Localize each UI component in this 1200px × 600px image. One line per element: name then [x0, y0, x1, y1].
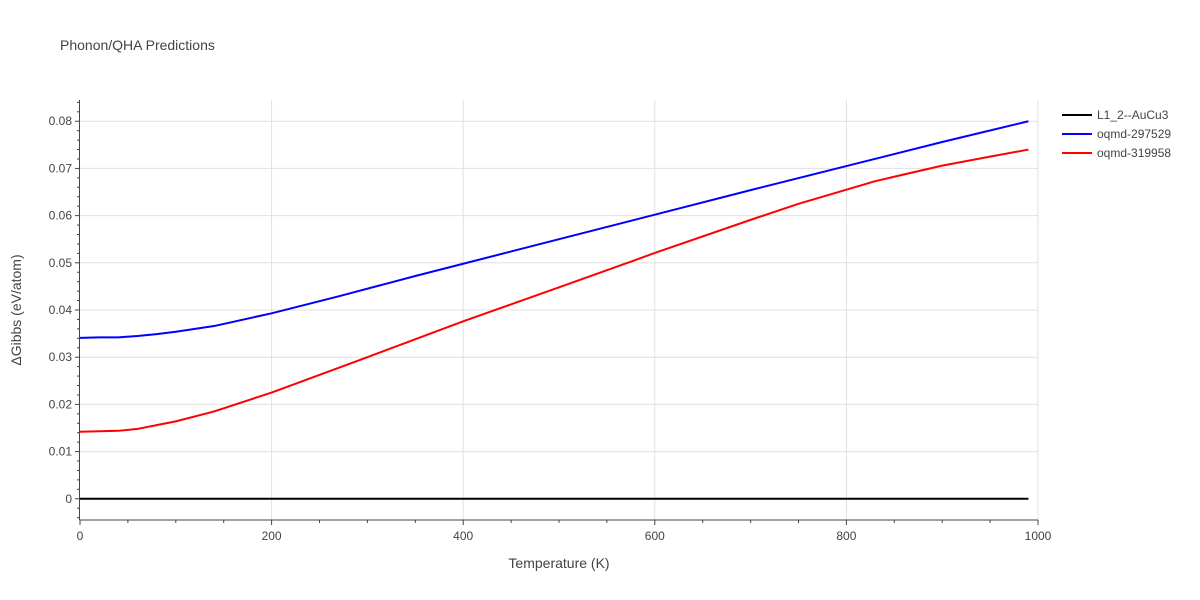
grid — [80, 100, 1039, 520]
legend-item[interactable]: oqmd-319958 — [1062, 146, 1171, 160]
x-tick-label: 200 — [262, 529, 282, 543]
chart-title: Phonon/QHA Predictions — [60, 37, 215, 53]
y-tick-label: 0.05 — [49, 256, 73, 270]
x-tick-label: 600 — [645, 529, 665, 543]
legend-item[interactable]: oqmd-297529 — [1062, 127, 1171, 141]
axes: 0 200 400 600 800 1000 0 0.01 0.02 0.03 0.04 0.05 0.… — [49, 100, 1052, 543]
y-axis-title: ΔGibbs (eV/atom) — [8, 254, 24, 365]
x-axis-title: Temperature (K) — [508, 555, 609, 571]
legend-label: L1_2--AuCu3 — [1097, 108, 1169, 122]
legend-label: oqmd-319958 — [1097, 146, 1171, 160]
x-tick-label: 800 — [836, 529, 856, 543]
y-tick-label: 0.06 — [49, 209, 73, 223]
x-tick-label: 1000 — [1025, 529, 1052, 543]
plot-area[interactable] — [79, 120, 1029, 500]
y-tick-label: 0.02 — [49, 397, 73, 411]
y-tick-label: 0.07 — [49, 161, 73, 175]
series-line-2[interactable] — [79, 120, 1029, 339]
legend-item[interactable]: L1_2--AuCu3 — [1062, 108, 1169, 122]
y-tick-label: 0.08 — [49, 114, 73, 128]
x-tick-label: 0 — [77, 529, 84, 543]
y-tick-label: 0 — [65, 492, 72, 506]
y-tick-label: 0.03 — [49, 350, 73, 364]
y-tick-label: 0.04 — [49, 303, 73, 317]
x-tick-label: 400 — [453, 529, 473, 543]
legend[interactable]: L1_2--AuCu3 oqmd-297529 oqmd-319958 — [1062, 108, 1171, 160]
y-tick-label: 0.01 — [49, 445, 73, 459]
series-line-3[interactable] — [79, 148, 1029, 433]
legend-label: oqmd-297529 — [1097, 127, 1171, 141]
